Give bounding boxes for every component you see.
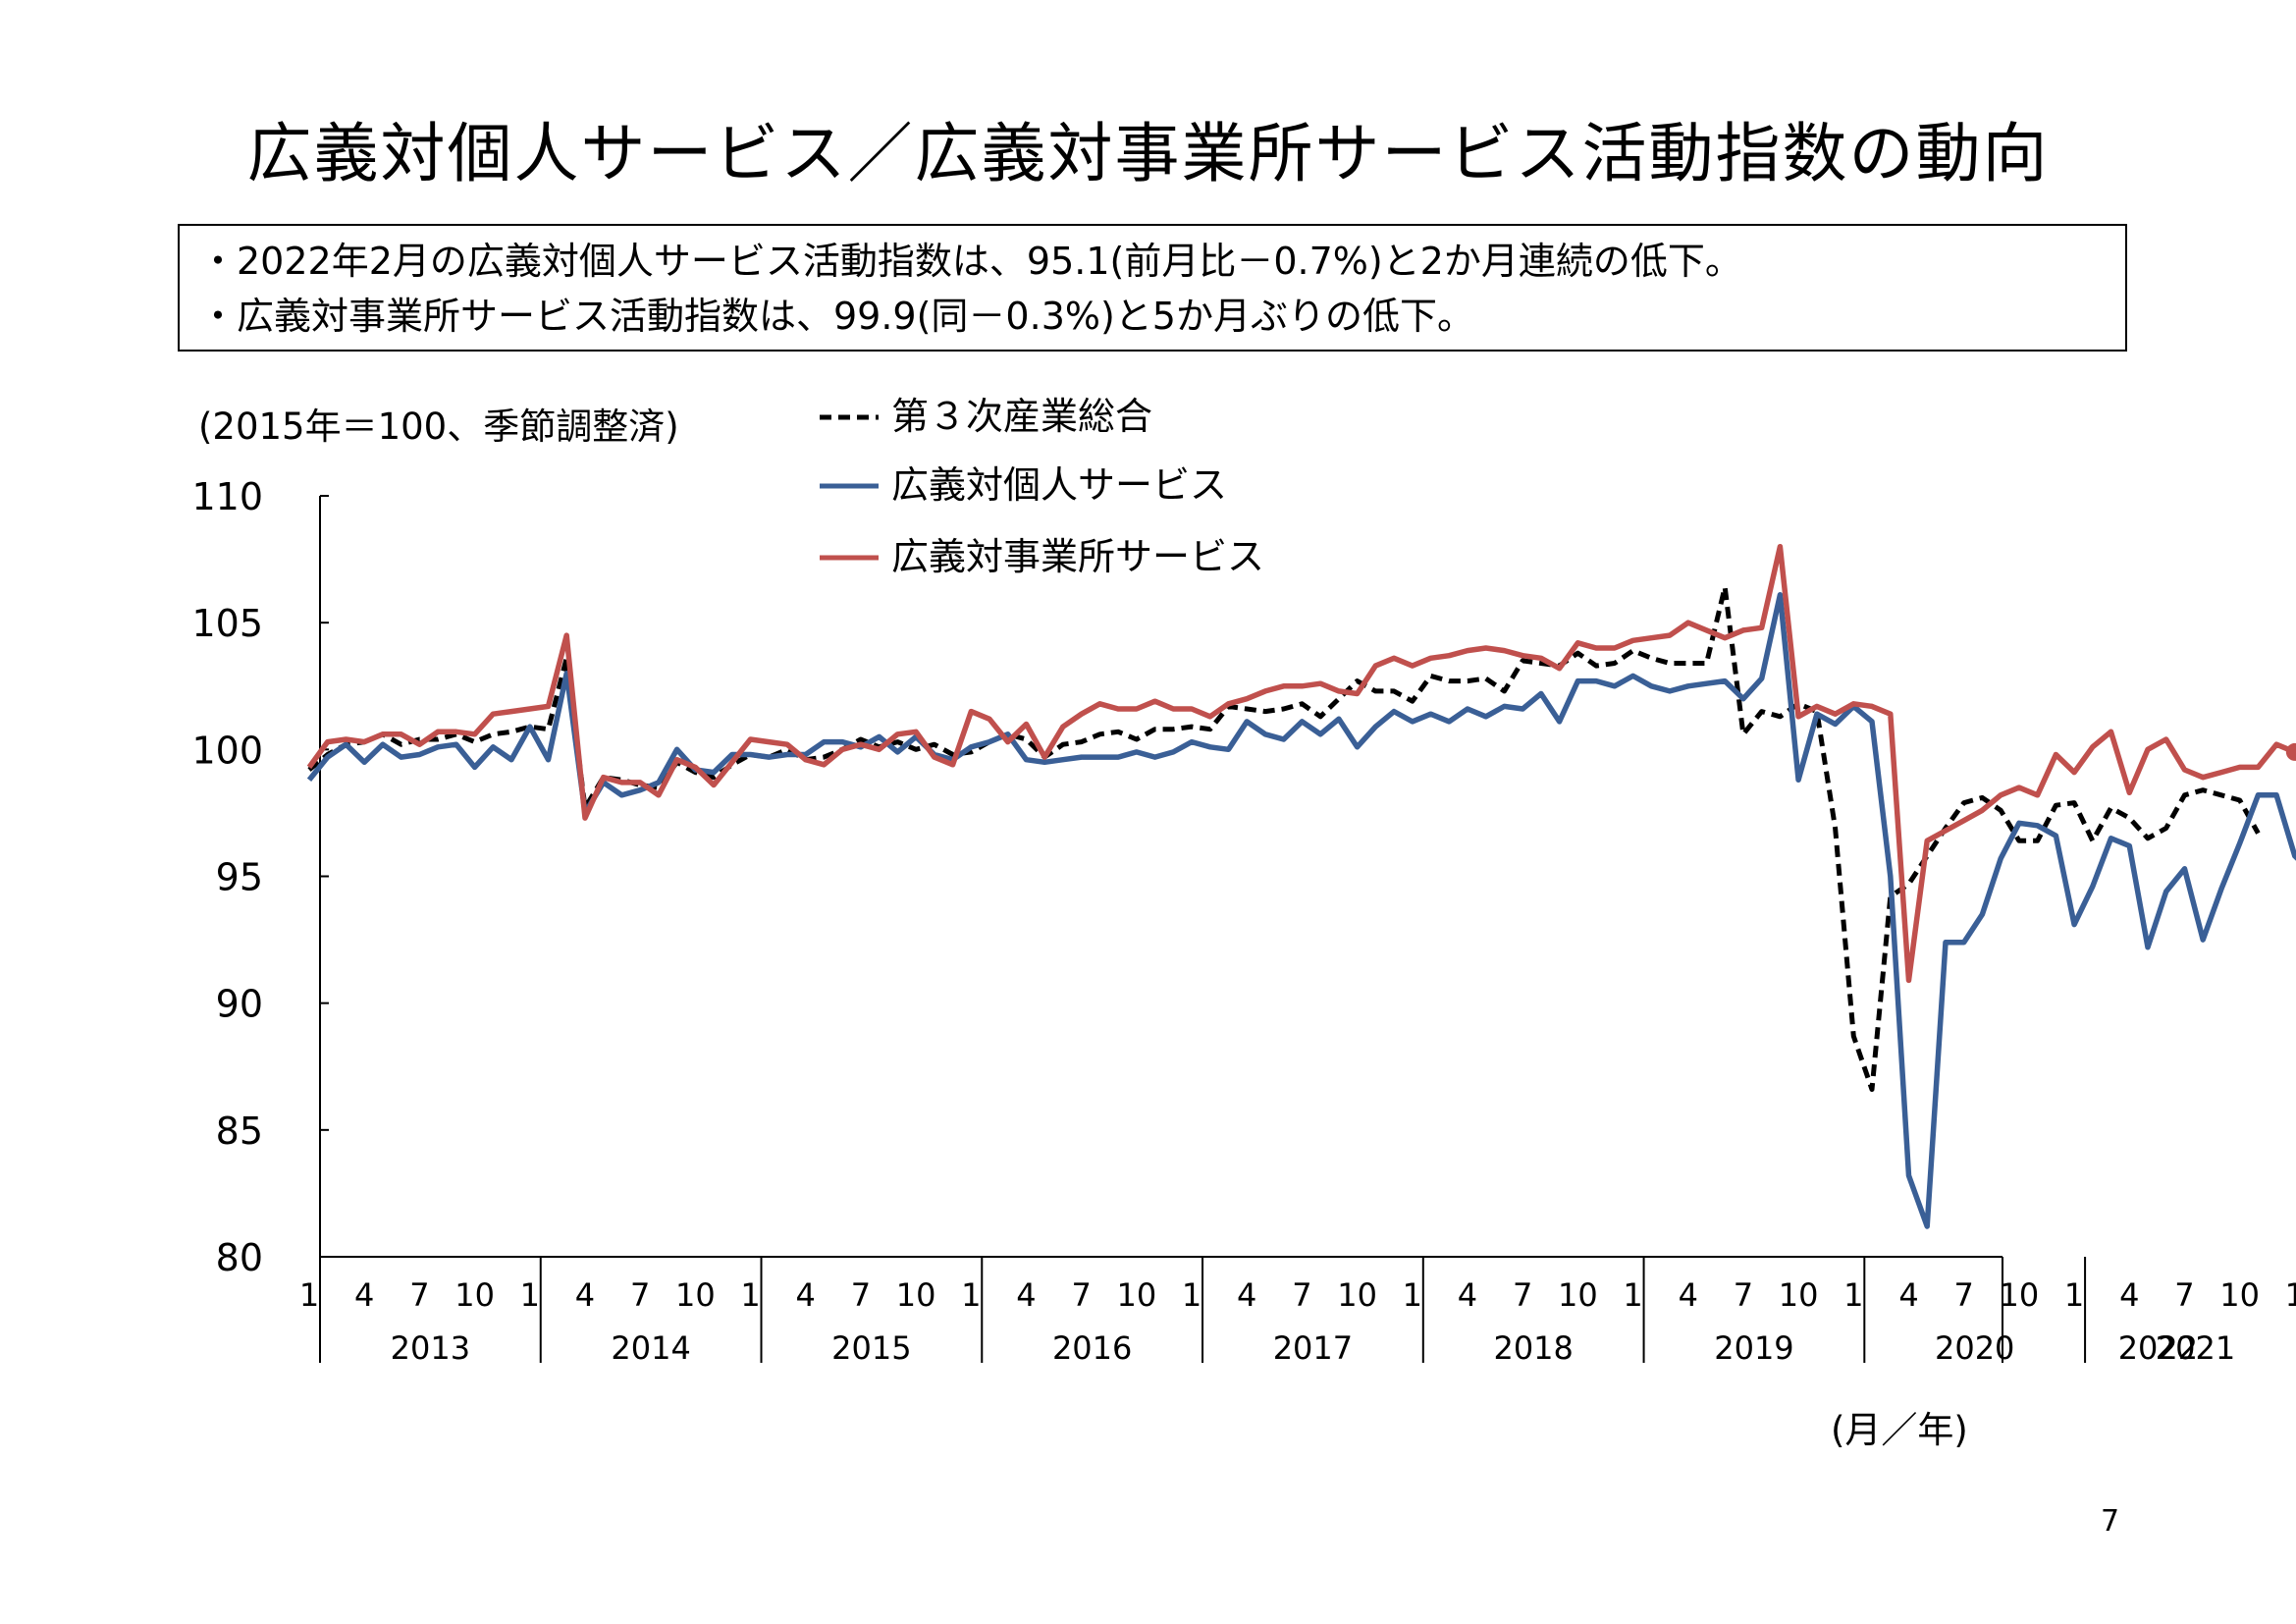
x-year-label: 2020 [1935,1329,2014,1367]
summary-line-personal: ・2022年2月の広義対個人サービス活動指数は、95.1(前月比－0.7%)と2… [199,240,1742,283]
x-month-label: 1 [1843,1276,1863,1314]
x-month-label: 7 [1734,1276,1753,1314]
end-point-marker [2285,742,2296,761]
x-month-label: 4 [354,1276,374,1314]
x-month-label: 7 [630,1276,650,1314]
x-month-label: 4 [1458,1276,1477,1314]
series-line-0 [307,584,2261,1092]
x-month-label: 10 [1779,1276,1819,1314]
x-month-label: 4 [575,1276,595,1314]
x-year-label: 2019 [1714,1329,1793,1367]
x-year-label: 2016 [1052,1329,1132,1367]
page-title: 広義対個人サービス／広義対事業所サービス活動指数の動向 [246,116,2050,191]
series-line-1 [306,592,2296,1229]
legend-label: 広義対個人サービス [891,463,1227,507]
x-month-label: 7 [1292,1276,1311,1314]
x-month-label: 1 [740,1276,760,1314]
x-month-label: 10 [896,1276,936,1314]
x-month-label: 4 [1679,1276,1698,1314]
y-tick-label: 100 [191,729,263,772]
x-month-label: 7 [1513,1276,1532,1314]
x-month-label: 4 [2119,1276,2139,1314]
x-month-label: 1 [2064,1276,2084,1314]
x-month-label: 10 [1116,1276,1156,1314]
x-month-label: 7 [409,1276,429,1314]
x-month-label: 10 [2219,1276,2260,1314]
legend-label: 広義対事業所サービス [891,535,1264,578]
y-tick-label: 90 [216,983,263,1026]
x-year-label: 2018 [1493,1329,1573,1367]
x-month-label: 1 [299,1276,319,1314]
summary-line-business: ・広義対事業所サービス活動指数は、99.9(同－0.3%)と5か月ぶりの低下。 [199,295,1474,338]
x-month-label: 1 [1403,1276,1422,1314]
x-month-label: 7 [851,1276,871,1314]
unit-note: (2015年＝100、季節調整済) [198,406,679,448]
summary-box: ・2022年2月の広義対個人サービス活動指数は、95.1(前月比－0.7%)と2… [178,224,2127,352]
x-year-label: 2021 [2156,1329,2235,1367]
x-year-label: 2014 [611,1329,690,1367]
x-year-label: 2013 [391,1329,470,1367]
page-number: 7 [2101,1504,2120,1539]
y-tick-label: 95 [216,856,263,899]
x-month-label: 10 [1337,1276,1377,1314]
x-month-label: 1 [2285,1276,2296,1314]
x-month-label: 4 [796,1276,816,1314]
y-tick-label: 110 [191,475,263,518]
x-month-label: 10 [675,1276,716,1314]
x-month-label: 1 [1182,1276,1201,1314]
y-tick-label: 80 [216,1236,263,1279]
x-month-label: 1 [961,1276,981,1314]
x-month-label: 7 [1071,1276,1091,1314]
x-year-label: 2022 [2118,1329,2198,1367]
x-year-label: 2015 [831,1329,911,1367]
x-month-label: 7 [1954,1276,1974,1314]
x-month-label: 1 [1623,1276,1642,1314]
x-month-label: 10 [1558,1276,1598,1314]
x-year-label: 2017 [1273,1329,1353,1367]
y-tick-label: 85 [216,1110,263,1153]
x-axis-unit-label: (月／年) [1831,1409,1968,1451]
x-month-label: 4 [1898,1276,1918,1314]
legend-label: 第３次産業総合 [891,395,1152,438]
x-month-label: 4 [1237,1276,1256,1314]
series-line-2 [306,543,2296,984]
x-month-label: 10 [454,1276,495,1314]
y-tick-label: 105 [191,602,263,645]
x-month-label: 7 [2174,1276,2194,1314]
x-month-label: 10 [2000,1276,2040,1314]
x-month-label: 1 [520,1276,540,1314]
x-month-label: 4 [1016,1276,1036,1314]
